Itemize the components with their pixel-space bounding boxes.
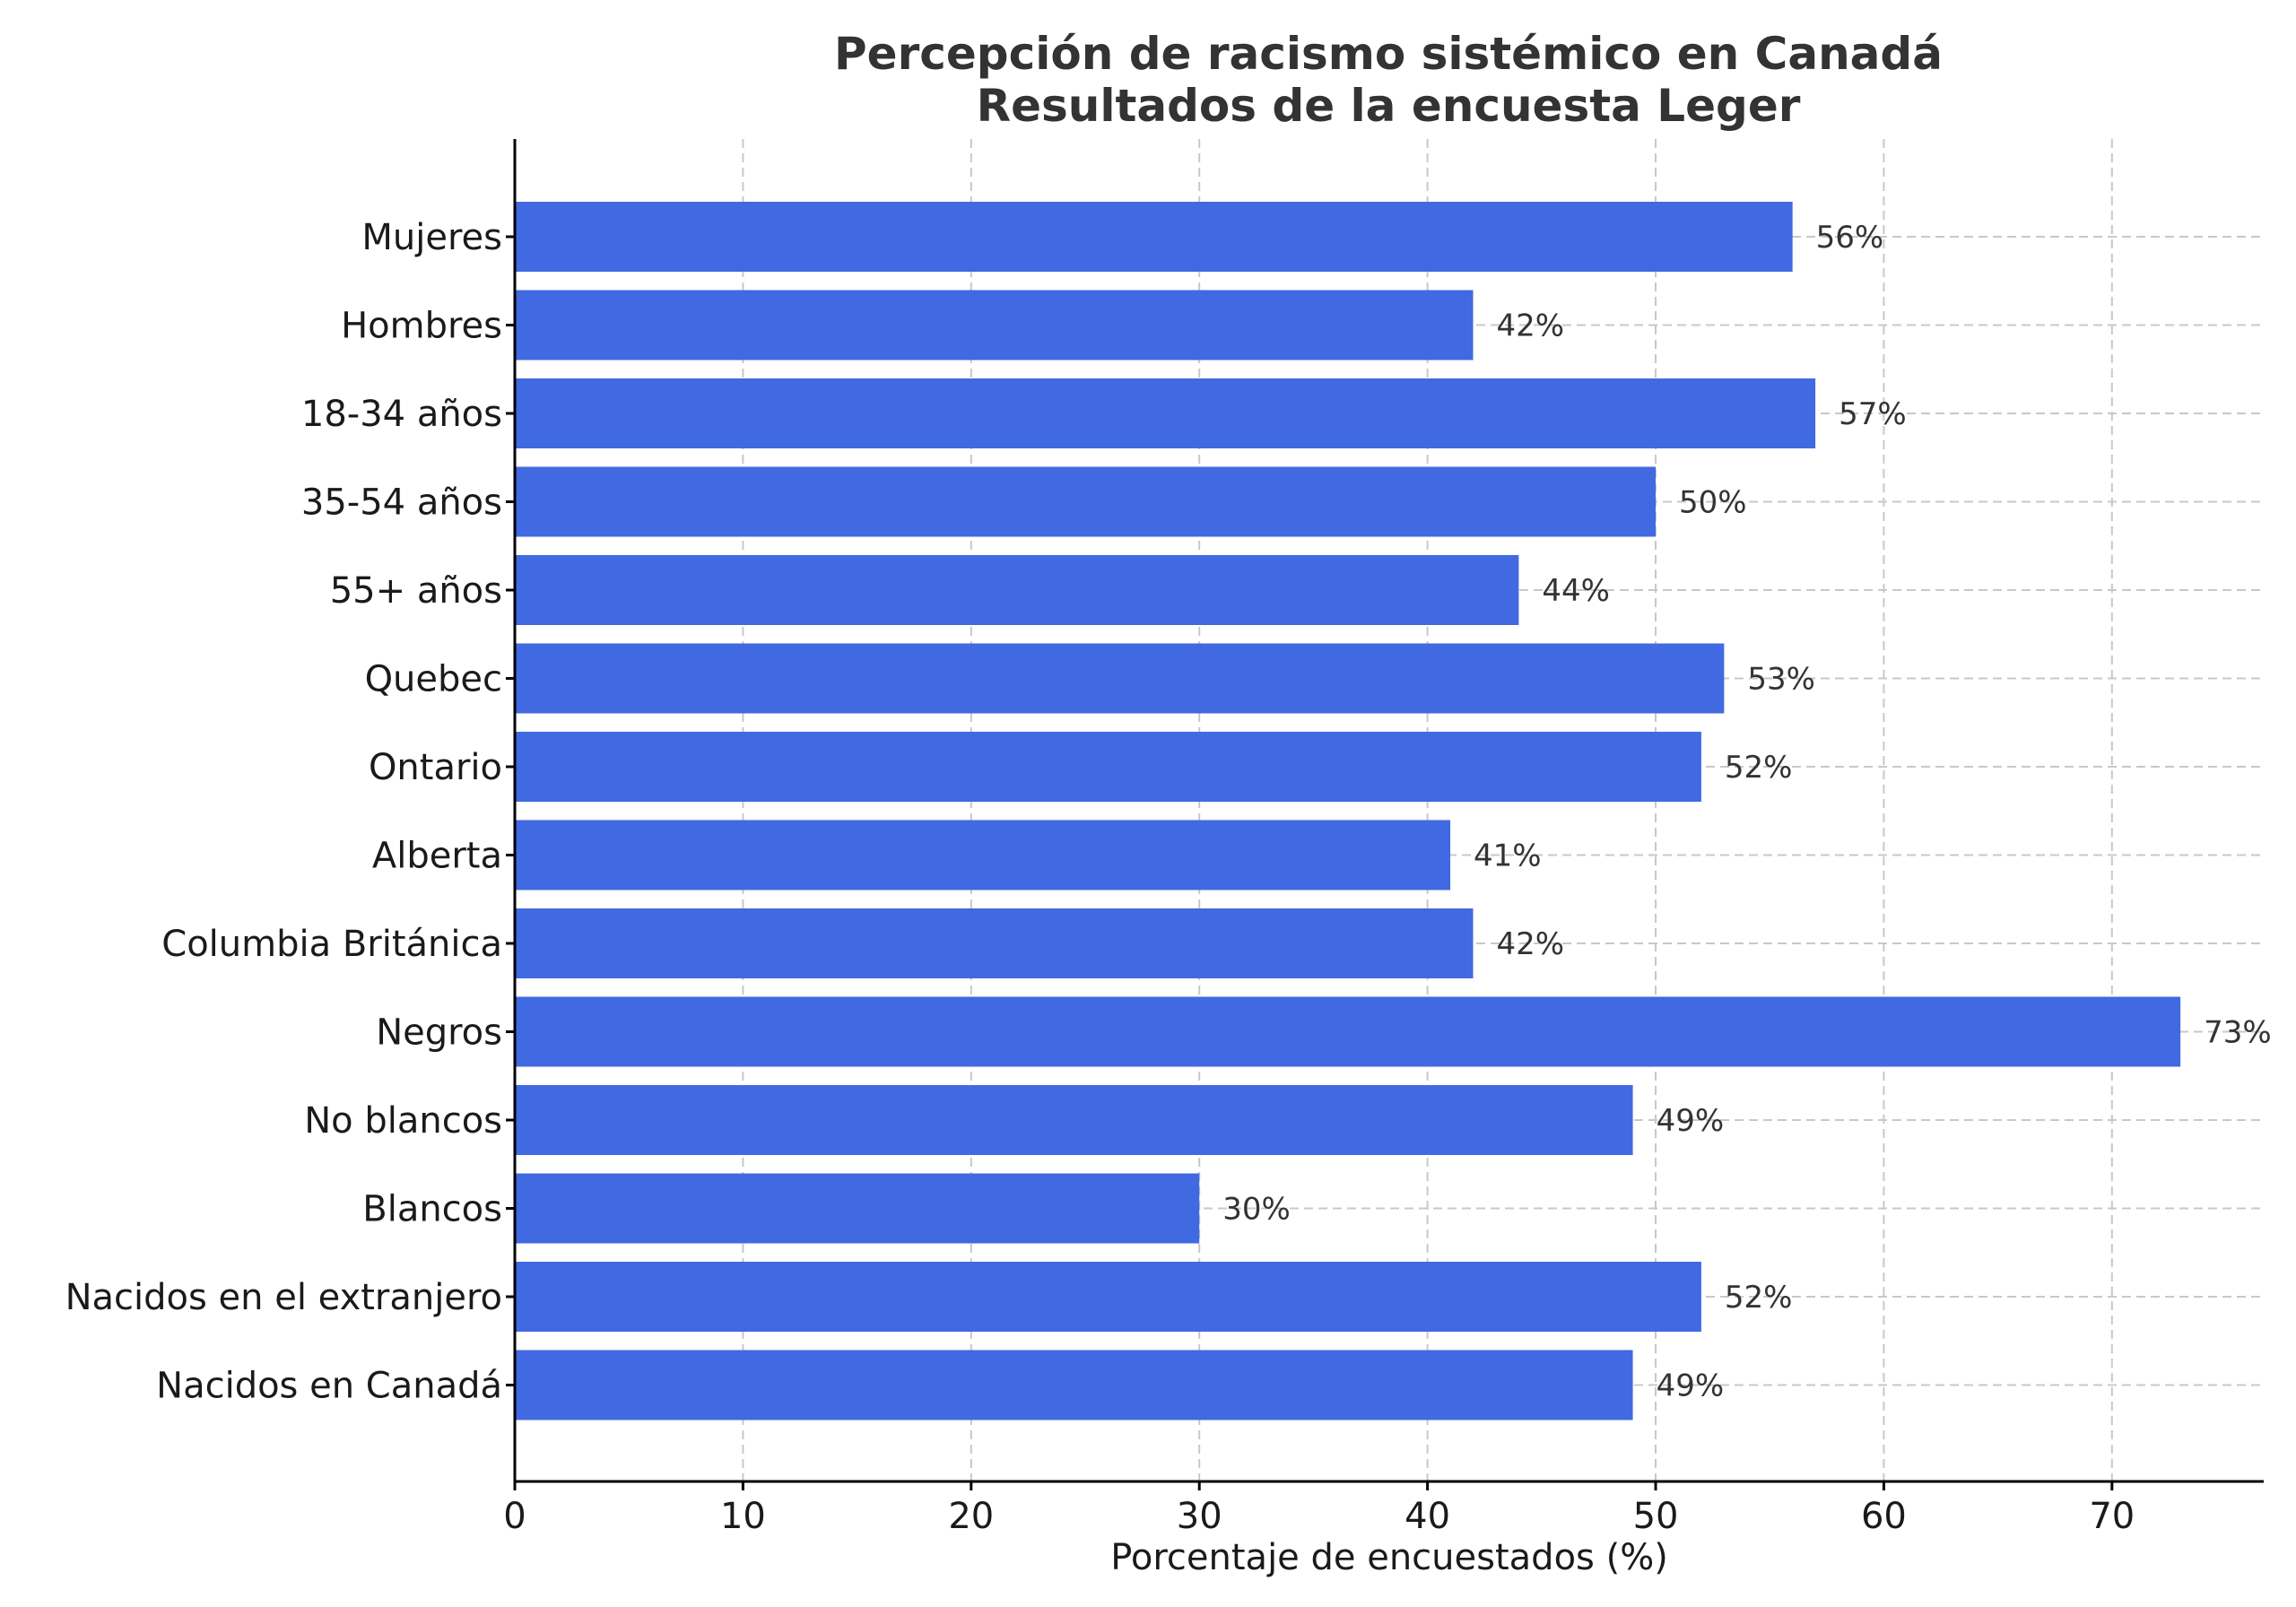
bar-value-label: 53% (1747, 662, 1815, 698)
y-tick-label: Alberta (372, 836, 502, 877)
bar (515, 1085, 1633, 1155)
bar-value-label: 73% (2204, 1015, 2272, 1051)
bar (515, 466, 1657, 537)
bar (515, 908, 1474, 978)
bars (515, 202, 2181, 1420)
x-tick-label: 40 (1405, 1496, 1450, 1537)
y-tick-label: Nacidos en el extranjero (65, 1277, 502, 1318)
y-axis-ticks: Mujeres Hombres 18-34 años 35-54 años 55+ añ… (65, 217, 515, 1407)
y-tick-label: Quebec (365, 659, 502, 700)
bar (515, 1262, 1701, 1332)
bar-value-label: 56% (1816, 220, 1884, 256)
y-tick-label: Negros (376, 1012, 502, 1054)
bar-value-label: 50% (1679, 485, 1747, 521)
axes (513, 139, 2264, 1483)
bar-value-label: 30% (1222, 1192, 1291, 1228)
y-tick-label: 18-34 años (301, 394, 502, 435)
chart-title: Percepción de racismo sistémico en Canad… (834, 28, 1943, 132)
bar (515, 202, 1793, 272)
bar-value-label: 52% (1725, 750, 1793, 786)
x-tick-label: 20 (948, 1496, 994, 1537)
y-tick-label: Hombres (341, 306, 502, 347)
bar (515, 732, 1701, 802)
bar-value-label: 49% (1657, 1368, 1725, 1404)
bar (515, 378, 1816, 448)
y-tick-label: Nacidos en Canadá (156, 1366, 502, 1407)
bar (515, 555, 1519, 625)
bar (515, 996, 2181, 1067)
bar-value-label: 42% (1496, 308, 1564, 344)
bar-value-label: 44% (1542, 573, 1610, 609)
y-tick-label: No blancos (304, 1100, 502, 1142)
y-tick-label: 55+ años (330, 570, 502, 612)
x-tick-label: 30 (1177, 1496, 1222, 1537)
bar (515, 643, 1725, 714)
y-tick-label: Mujeres (361, 217, 502, 258)
data-labels: 56% 42% 57% 50% 44% 53% 52% 41% 42% 73% 49% 30% 52% 4… (1222, 220, 2272, 1404)
bar-value-label: 41% (1474, 838, 1542, 874)
bar-value-label: 52% (1725, 1280, 1793, 1316)
x-axis-label: Porcentaje de encuestados (%) (1110, 1537, 1668, 1578)
y-tick-label: 35-54 años (301, 482, 502, 524)
x-tick-label: 70 (2089, 1496, 2135, 1537)
bar-value-label: 57% (1839, 396, 1907, 432)
x-tick-label: 60 (1861, 1496, 1907, 1537)
bar-value-label: 42% (1496, 926, 1564, 962)
x-tick-label: 10 (720, 1496, 766, 1537)
x-tick-label: 0 (503, 1496, 526, 1537)
y-tick-label: Columbia Británica (161, 924, 502, 965)
chart-title-line-1: Percepción de racismo sistémico en Canad… (834, 28, 1943, 80)
bar (515, 290, 1474, 360)
y-tick-label: Blancos (362, 1189, 502, 1230)
bar (515, 1173, 1200, 1244)
chart-title-line-2: Resultados de la encuesta Leger (977, 80, 1801, 132)
x-tick-label: 50 (1633, 1496, 1679, 1537)
bar (515, 1350, 1633, 1420)
y-tick-label: Ontario (369, 747, 502, 788)
bar-value-label: 49% (1657, 1103, 1725, 1139)
x-axis-ticks: 0 10 20 30 40 50 60 70 (503, 1481, 2135, 1537)
bar (515, 820, 1451, 890)
